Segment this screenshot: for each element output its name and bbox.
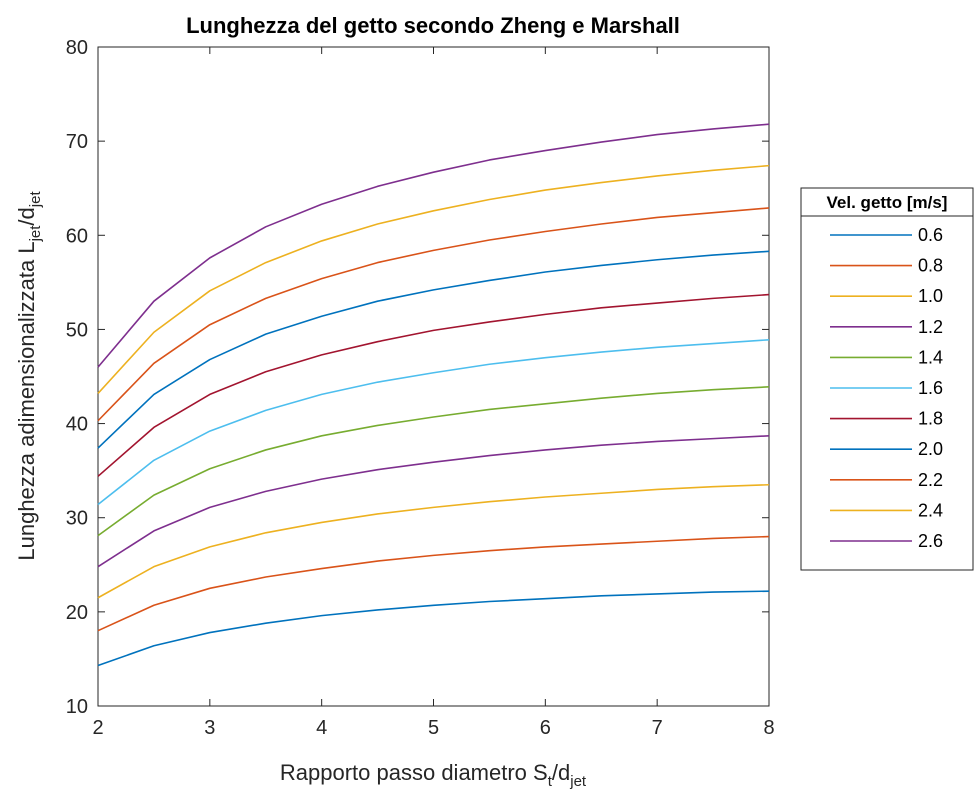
series-line-2-0 xyxy=(97,250,770,449)
x-axis-label-main: Rapporto passo diametro S xyxy=(280,760,548,785)
legend-label: 1.6 xyxy=(918,378,943,398)
x-tick-label: 7 xyxy=(652,717,663,739)
series-line-1-2 xyxy=(97,435,770,568)
series-line-0-6 xyxy=(97,590,770,667)
x-tick-label: 3 xyxy=(204,717,215,739)
y-axis-label-main: Lunghezza adimensionalizzata L xyxy=(14,241,39,560)
legend-label: 0.6 xyxy=(918,225,943,245)
x-tick-label: 4 xyxy=(316,717,327,739)
y-axis-label-sub1: jet xyxy=(27,225,44,243)
y-tick-label: 50 xyxy=(66,319,88,341)
x-axis-label-mid: /d xyxy=(552,760,570,785)
y-tick-label: 30 xyxy=(66,508,88,530)
series-line-2-6 xyxy=(97,123,770,368)
legend-label: 2.6 xyxy=(918,531,943,551)
series-line-2-4 xyxy=(97,164,770,394)
y-tick-label: 80 xyxy=(66,37,88,59)
legend-label: 0.8 xyxy=(918,256,943,276)
legend-label: 2.0 xyxy=(918,439,943,459)
x-tick-label: 2 xyxy=(92,717,103,739)
x-tick-label: 5 xyxy=(428,717,439,739)
y-tick-label: 60 xyxy=(66,225,88,247)
x-axis-label: Rapporto passo diametro St/djet xyxy=(280,760,587,790)
series-line-0-8 xyxy=(97,535,770,632)
y-tick-label: 70 xyxy=(66,131,88,153)
legend-items: 0.6 0.8 1.0 1.2 1.4 1.6 1.8 2.0 2.2 2.4 2.6 xyxy=(830,225,943,551)
legend: Vel. getto [m/s] 0.6 0.8 1.0 1.2 1.4 1.6 1.8 2.… xyxy=(800,187,974,571)
y-tick-label: 20 xyxy=(66,602,88,624)
legend-label: 1.8 xyxy=(918,409,943,429)
y-axis-label-mid: /d xyxy=(14,207,39,225)
series-line-1-0 xyxy=(97,483,770,599)
legend-box xyxy=(800,187,974,571)
chart-title: Lunghezza del getto secondo Zheng e Mars… xyxy=(186,13,680,38)
legend-label: 1.4 xyxy=(918,347,943,367)
x-tick-label: 6 xyxy=(540,717,551,739)
y-tick-label: 40 xyxy=(66,414,88,436)
legend-title: Vel. getto [m/s] xyxy=(827,193,948,212)
series-group xyxy=(97,123,770,667)
series-line-1-4 xyxy=(97,386,770,537)
plot-area xyxy=(97,46,770,707)
legend-label: 2.4 xyxy=(918,500,943,520)
x-tick-label: 8 xyxy=(763,717,774,739)
legend-label: 1.0 xyxy=(918,286,943,306)
series-line-1-6 xyxy=(97,338,770,506)
x-axis: 2 3 4 5 6 7 8 xyxy=(92,47,775,739)
legend-label: 2.2 xyxy=(918,470,943,490)
y-axis-label-sub2: jet xyxy=(27,191,44,209)
y-tick-label: 10 xyxy=(66,696,88,718)
legend-label: 1.2 xyxy=(918,317,943,337)
x-axis-label-sub1: t xyxy=(548,773,553,790)
y-axis: 10 20 30 40 50 60 70 80 xyxy=(66,37,769,718)
x-axis-label-sub2: jet xyxy=(569,773,587,790)
series-line-1-8 xyxy=(97,293,770,477)
y-axis-label: Lunghezza adimensionalizzata Ljet/djet xyxy=(14,191,44,561)
series-line-2-2 xyxy=(97,207,770,422)
